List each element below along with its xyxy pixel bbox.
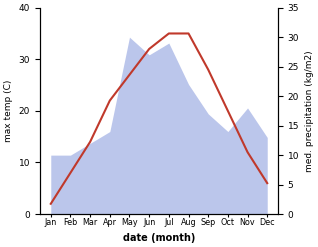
Y-axis label: max temp (C): max temp (C) bbox=[4, 80, 13, 142]
Y-axis label: med. precipitation (kg/m2): med. precipitation (kg/m2) bbox=[305, 50, 314, 172]
X-axis label: date (month): date (month) bbox=[123, 233, 195, 243]
